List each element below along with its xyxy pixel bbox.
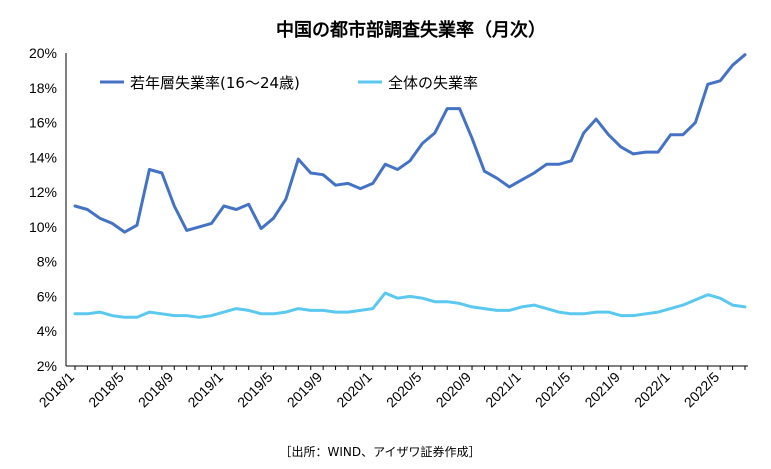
x-axis: 2018/1 2018/5 2018/9 2019/1 2019/5 2019/9 2020… — [36, 365, 748, 411]
x-tick-label: 2019/5 — [234, 369, 276, 411]
y-tick-label: 18% — [29, 80, 57, 96]
legend-item-youth: 若年層失業率(16～24歳) — [100, 74, 300, 92]
x-tick-label: 2020/1 — [333, 369, 375, 411]
series-lines — [73, 53, 747, 319]
y-tick-label: 6% — [37, 288, 57, 304]
legend-label-youth: 若年層失業率(16～24歳) — [130, 74, 300, 92]
y-tick-label: 8% — [37, 254, 57, 270]
x-tick-label: 2018/1 — [36, 369, 78, 411]
y-tick-label: 10% — [29, 219, 57, 235]
legend-item-overall: 全体の失業率 — [358, 74, 478, 92]
series-line-overall — [73, 291, 747, 319]
x-tick-label: 2022/1 — [631, 369, 673, 411]
y-tick-label: 16% — [29, 115, 57, 131]
y-tick-label: 20% — [29, 45, 57, 61]
x-tick-label: 2018/5 — [85, 369, 127, 411]
x-tick-label: 2022/5 — [681, 369, 723, 411]
x-tick-label: 2020/5 — [383, 369, 425, 411]
series-line-youth — [73, 53, 747, 234]
y-tick-label: 14% — [29, 149, 57, 165]
x-tick-label: 2021/5 — [532, 369, 574, 411]
y-tick-label: 12% — [29, 184, 57, 200]
x-tick-label: 2018/9 — [135, 369, 177, 411]
legend-label-overall: 全体の失業率 — [388, 74, 478, 92]
x-tick-label: 2019/9 — [284, 369, 326, 411]
source-note: ［出所：WIND、アイザワ証券作成］ — [279, 444, 480, 459]
y-tick-label: 4% — [37, 323, 57, 339]
x-tick-label: 2021/9 — [581, 369, 623, 411]
x-tick-label: 2021/1 — [482, 369, 524, 411]
y-tick-label: 2% — [37, 358, 57, 374]
x-ticks — [74, 366, 746, 370]
x-tick-labels: 2018/1 2018/5 2018/9 2019/1 2019/5 2019/9 2020… — [36, 369, 723, 411]
x-tick-label: 2019/1 — [184, 369, 226, 411]
legend: 若年層失業率(16～24歳) 全体の失業率 — [100, 74, 478, 92]
chart-title: 中国の都市部調査失業率（月次） — [276, 19, 546, 41]
x-tick-label: 2020/9 — [433, 369, 475, 411]
y-tick-labels: 2% 4% 6% 8% 10% 12% 14% 16% 18% 20% — [29, 45, 57, 374]
y-axis: 2% 4% 6% 8% 10% 12% 14% 16% 18% 20% — [29, 45, 67, 374]
